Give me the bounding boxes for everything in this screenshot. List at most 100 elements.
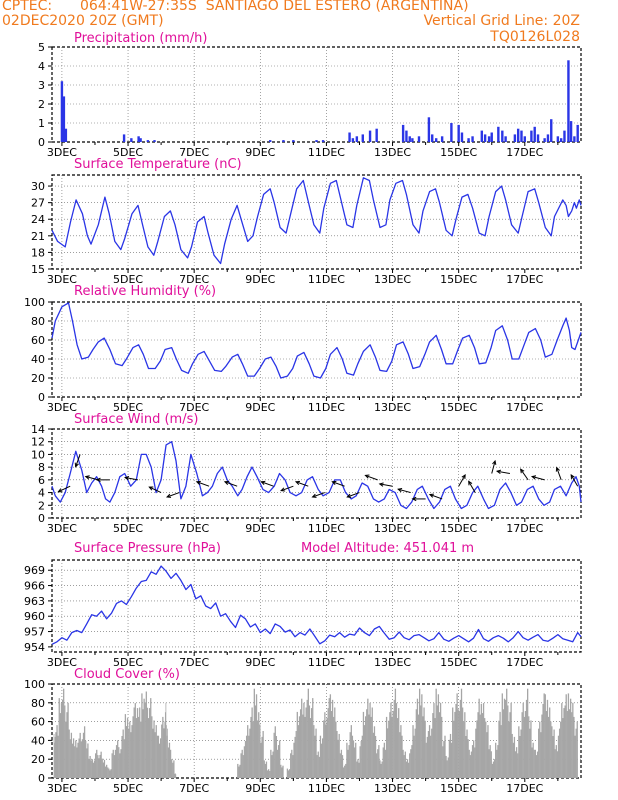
precip-bar <box>153 140 156 142</box>
cloud-bar <box>504 699 507 778</box>
cloud-bar <box>328 698 330 778</box>
cloud-bar <box>255 694 258 778</box>
x-tick-label: 11DEC <box>308 273 345 286</box>
cloud-bar <box>544 694 546 778</box>
x-tick-label: 5DEC <box>113 146 143 159</box>
cloud-bar <box>387 728 389 778</box>
cloud-bar <box>380 763 382 778</box>
datetime-label: 02DEC2020 20Z (GMT) <box>2 13 164 29</box>
x-tick-label: 9DEC <box>245 522 275 535</box>
cloud-bar <box>244 740 247 778</box>
cloud-bar <box>262 731 264 778</box>
cloud-bar <box>400 725 402 778</box>
cloud-bar <box>385 716 388 778</box>
cloud-cover-panel <box>48 683 582 782</box>
precip-bar <box>62 96 66 142</box>
cloud-bar <box>314 735 316 778</box>
cloud-bar <box>437 694 440 778</box>
code-label: TQ0126L028 <box>490 29 580 45</box>
cloud-bar <box>348 745 350 778</box>
cloud-bar <box>243 746 246 778</box>
cloud-bar <box>239 764 241 778</box>
cloud-bar <box>565 694 567 778</box>
wind-arrow <box>280 485 294 492</box>
cloud-bar <box>509 712 511 778</box>
x-tick-label: 11DEC <box>308 782 345 795</box>
cloud-bar <box>484 718 486 778</box>
precip-bar <box>460 132 464 142</box>
y-tick-label: 966 <box>24 580 45 593</box>
precip-bar <box>60 81 64 142</box>
cloud-bar <box>441 716 443 778</box>
cloud-bar <box>129 721 131 778</box>
cloud-bar <box>261 736 263 778</box>
precip-bar <box>440 136 444 142</box>
cloud-bar <box>467 739 469 778</box>
cloud-bar <box>466 729 468 778</box>
cloud-bar <box>276 749 279 778</box>
precip-bar <box>504 136 507 142</box>
cloud-bar <box>104 766 107 778</box>
cloud-bar <box>89 755 91 778</box>
cloud-bar <box>455 703 457 778</box>
cloud-bar <box>562 718 564 778</box>
cloud-bar <box>458 711 460 778</box>
x-tick-label: 7DEC <box>179 273 209 286</box>
precip-bar <box>269 140 272 142</box>
panel-frame <box>51 46 582 143</box>
cloud-bar <box>553 729 555 778</box>
y-tick-label: 957 <box>24 626 45 639</box>
cloud-bar <box>295 731 297 778</box>
wind-arrow <box>530 475 545 481</box>
cloud-bar <box>331 699 334 778</box>
x-tick-label: 15DEC <box>440 146 477 159</box>
cloud-bar <box>521 712 523 778</box>
cloud-bar <box>72 738 75 778</box>
cloud-bar <box>54 736 56 778</box>
cloud-bar <box>378 745 380 778</box>
cloud-bar <box>164 712 166 778</box>
cloud-bar <box>134 703 136 778</box>
precip-bar <box>567 60 570 142</box>
surface-temperature-panel <box>48 174 582 273</box>
cloud-bar <box>435 688 437 778</box>
precip-bar <box>563 130 566 142</box>
cloud-bar <box>563 708 565 778</box>
cloud-bar <box>532 742 534 778</box>
precip-bar <box>292 140 295 142</box>
cloud-bar <box>477 712 479 778</box>
precip-bar <box>543 138 546 142</box>
cloud-bar <box>99 754 101 778</box>
cloud-bar <box>135 718 138 778</box>
surface-wind-panel <box>48 428 582 522</box>
cloud-bar <box>446 760 448 778</box>
cloud-bar <box>499 711 501 778</box>
cloud-bar <box>421 694 423 778</box>
x-tick-label: 3DEC <box>47 273 77 286</box>
cloud-bar <box>115 745 118 778</box>
cloud-bar <box>571 712 573 778</box>
cloud-bar <box>253 688 255 778</box>
cloud-bar <box>410 749 412 778</box>
wind-arrow <box>294 480 309 487</box>
cloud-bar <box>167 747 170 778</box>
cloud-bar <box>237 763 239 778</box>
cloud-bar <box>425 742 427 778</box>
cloud-bar <box>353 747 356 778</box>
precip-bar <box>550 119 553 142</box>
cloud-bar <box>475 728 477 778</box>
cloud-bar <box>471 745 474 778</box>
precip-bar <box>405 130 408 142</box>
cloud-bar <box>450 742 453 778</box>
surface-pressure-panel <box>48 559 582 656</box>
cloud-bar <box>78 738 80 778</box>
cloud-bar <box>70 732 73 778</box>
cloud-bar <box>162 716 164 778</box>
cloud-bar <box>392 711 394 778</box>
cloud-bar <box>525 699 528 778</box>
wind-arrow <box>124 476 139 481</box>
cloud-bar <box>55 732 57 778</box>
cloud-bar <box>384 749 387 778</box>
y-tick-label: 100 <box>24 678 45 691</box>
cloud-bar <box>155 725 157 778</box>
